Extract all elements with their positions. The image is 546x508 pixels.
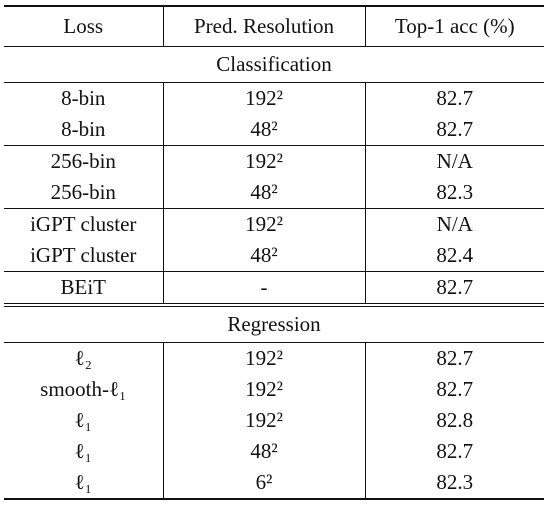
cell: 192²	[162, 374, 365, 405]
cell: BEiT	[4, 271, 163, 305]
data-row: iGPT cluster 48² 82.4	[4, 240, 544, 272]
cell: ℓ₁	[74, 408, 92, 432]
cell: 192²	[162, 82, 365, 114]
cell: 256-bin	[50, 180, 116, 204]
section-title: Classification	[4, 46, 544, 83]
cell: 82.7	[364, 374, 544, 405]
cell: iGPT cluster	[30, 243, 137, 267]
header-cell: Pred. Resolution	[162, 5, 365, 47]
cell: 48²	[162, 436, 365, 467]
data-row: ℓ₂ 192² 82.7	[4, 342, 544, 374]
cell: iGPT cluster	[4, 208, 163, 240]
data-row: 256-bin 192² N/A	[4, 145, 544, 177]
section-title: Regression	[4, 303, 544, 343]
page: Loss Pred. Resolution Top-1 acc (%) Clas…	[0, 5, 546, 508]
cell: 82.7	[364, 82, 544, 114]
cell: 82.3	[364, 177, 544, 209]
cell: 82.4	[364, 240, 544, 272]
data-row: ℓ₁ 6² 82.3	[4, 467, 544, 500]
cell: 48²	[162, 177, 365, 209]
cell: 82.8	[364, 405, 544, 436]
cell: 48²	[162, 240, 365, 272]
cell: smooth-ℓ₁	[40, 377, 127, 401]
data-row: 8-bin 48² 82.7	[4, 114, 544, 146]
cell: 82.3	[364, 467, 544, 500]
cell: ℓ₁	[4, 467, 163, 500]
cell: 82.7	[364, 436, 544, 467]
table-body: Loss Pred. Resolution Top-1 acc (%) Clas…	[4, 5, 544, 500]
header-cell: Top-1 acc (%)	[364, 5, 544, 47]
section-row: Classification	[4, 46, 544, 83]
cell: 256-bin	[4, 145, 163, 177]
data-row: iGPT cluster 192² N/A	[4, 208, 544, 240]
cell: 192²	[162, 145, 365, 177]
data-row: 256-bin 48² 82.3	[4, 177, 544, 209]
cell: -	[162, 271, 365, 305]
cell: 192²	[162, 342, 365, 374]
cell: 192²	[162, 405, 365, 436]
section-row: Regression	[4, 303, 544, 343]
cell: 48²	[162, 114, 365, 146]
cell: N/A	[364, 208, 544, 240]
cell: 8-bin	[61, 117, 106, 141]
header-row: Loss Pred. Resolution Top-1 acc (%)	[4, 5, 544, 47]
cell: ℓ₁	[74, 439, 92, 463]
cell: 192²	[162, 208, 365, 240]
data-row: smooth-ℓ₁ 192² 82.7	[4, 374, 544, 405]
data-row: ℓ₁ 48² 82.7	[4, 436, 544, 467]
cell: N/A	[364, 145, 544, 177]
data-row: ℓ₁ 192² 82.8	[4, 405, 544, 436]
data-row: BEiT -82.7	[4, 271, 544, 305]
cell: 82.7	[364, 114, 544, 146]
header-cell: Loss	[4, 5, 163, 47]
cell: 8-bin	[61, 86, 106, 110]
cell: ℓ₂	[74, 346, 92, 370]
data-row: 8-bin 192² 82.7	[4, 82, 544, 114]
cell: 82.7	[364, 271, 544, 305]
results-table: Loss Pred. Resolution Top-1 acc (%) Clas…	[4, 5, 544, 500]
cell: 82.7	[364, 342, 544, 374]
cell: 6²	[162, 467, 365, 500]
